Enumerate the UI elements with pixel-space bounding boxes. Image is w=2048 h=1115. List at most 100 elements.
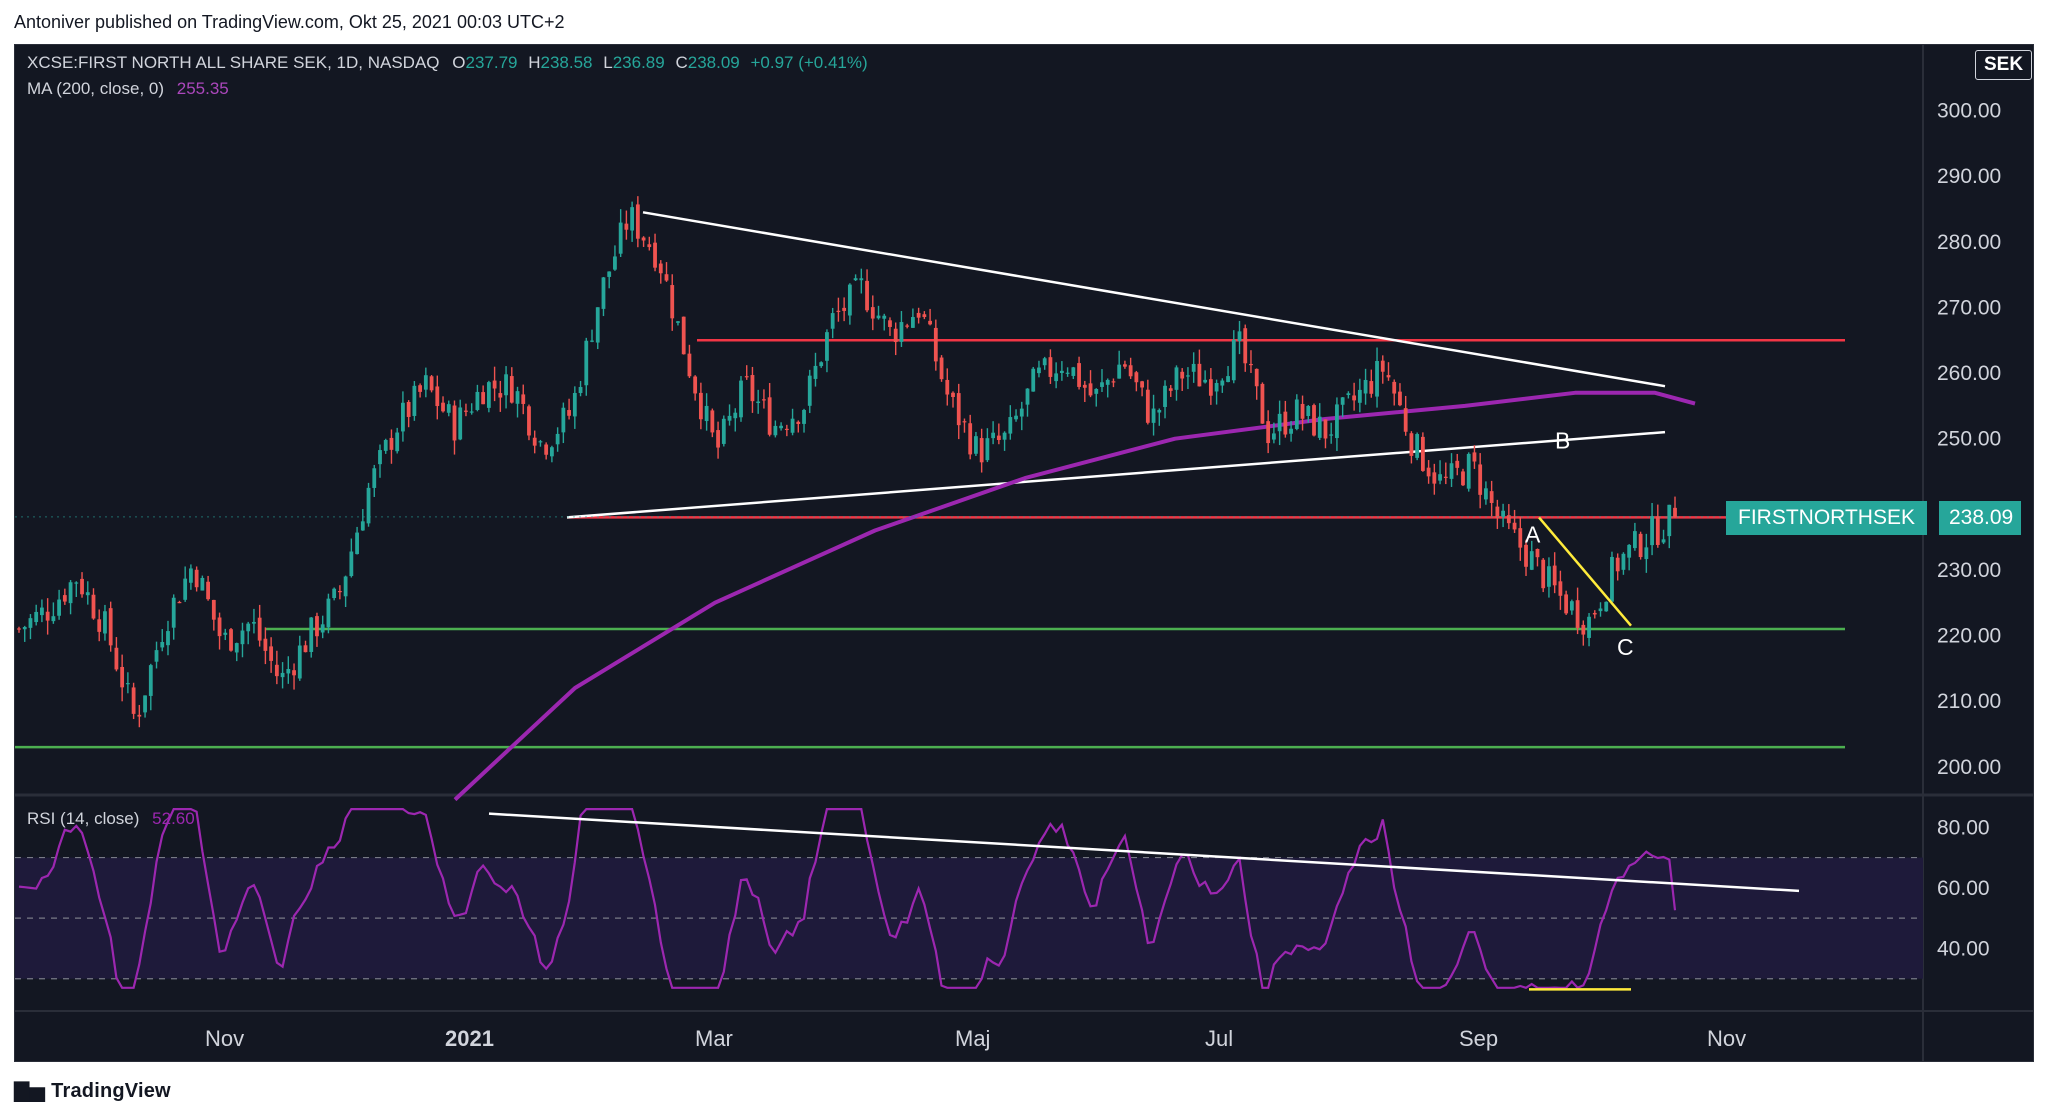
candle-body	[1306, 405, 1311, 416]
candle-body	[1346, 393, 1351, 395]
candle-body	[80, 578, 84, 595]
candle-body	[670, 285, 675, 319]
price-tick-label: 230.00	[1937, 559, 2001, 582]
candle-body	[441, 402, 445, 412]
rsi-trendline	[488, 812, 1800, 893]
candle-body	[796, 421, 801, 425]
candle-body	[1621, 553, 1626, 570]
candle-body	[1025, 388, 1030, 405]
candle-body	[922, 314, 927, 318]
candle-body	[183, 578, 188, 600]
symbol-name: XCSE:FIRST NORTH ALL SHARE SEK, 1D, NASD…	[27, 53, 440, 72]
candle-body	[337, 590, 342, 593]
rsi-tick-label: 60.00	[1937, 877, 1990, 900]
candle-body	[1082, 384, 1087, 388]
chart-canvas[interactable]: 200.00 210.00 220.00 230.00 250.00 260.00 270.…	[15, 45, 2034, 1062]
trendline-upper	[642, 211, 1666, 388]
price-tick-label: 290.00	[1937, 165, 2001, 188]
candle-body	[1249, 363, 1253, 366]
currency-button[interactable]: SEK	[1975, 50, 2033, 80]
candle-body	[280, 672, 285, 678]
candle-body	[515, 391, 520, 404]
wave-label-c: C	[1617, 634, 1634, 660]
candle-body	[1426, 467, 1431, 477]
footer: ▇▅ TradingView	[0, 1062, 2048, 1115]
candle-body	[1592, 612, 1597, 615]
price-tick-label: 260.00	[1937, 362, 2001, 385]
candle-body	[1484, 488, 1488, 500]
candle-body	[888, 320, 892, 327]
candle-body	[240, 630, 245, 645]
tradingview-logo[interactable]: ▇▅ TradingView	[14, 1078, 171, 1103]
candle-body	[1541, 559, 1546, 589]
candle-body	[1002, 432, 1007, 440]
candle-body	[1271, 433, 1276, 440]
candle-body	[624, 223, 629, 230]
candle-body	[893, 328, 898, 343]
candle-body	[372, 468, 377, 488]
candle-body	[1615, 557, 1620, 572]
candle-body	[189, 568, 193, 583]
candle-body	[160, 642, 165, 648]
candle-body	[481, 392, 486, 405]
candle-body	[1237, 331, 1242, 341]
candle-body	[762, 399, 766, 401]
candle-body	[1111, 381, 1116, 383]
candle-body	[710, 410, 715, 433]
candle-body	[62, 595, 67, 602]
candle-body	[733, 412, 738, 419]
candle-body	[1392, 381, 1397, 394]
candle-body	[406, 401, 411, 417]
candle-body	[263, 638, 268, 651]
candle-body	[1059, 370, 1064, 373]
candle-body	[446, 404, 451, 413]
candle-body	[1524, 544, 1528, 567]
candle-body	[1466, 453, 1471, 489]
candle-body	[68, 582, 73, 604]
candle-body	[985, 438, 990, 461]
candle-body	[676, 321, 680, 323]
candle-body	[1598, 608, 1603, 612]
candle-body	[865, 280, 869, 311]
candle-body	[1186, 375, 1190, 377]
candle-body	[1168, 388, 1173, 391]
candle-body	[1443, 476, 1448, 478]
candle-body	[1661, 539, 1666, 543]
ma-legend[interactable]: MA (200, close, 0) 255.35	[27, 79, 229, 99]
candle-body	[206, 581, 210, 600]
candle-body	[716, 430, 720, 448]
low-label: L	[603, 53, 613, 72]
candle-body	[1575, 600, 1580, 628]
time-tick-label: Maj	[955, 1026, 990, 1051]
candle-body	[246, 623, 251, 632]
ma-value: 255.35	[176, 79, 229, 98]
candle-body	[1455, 460, 1460, 468]
chart-frame[interactable]: 200.00 210.00 220.00 230.00 250.00 260.00 270.…	[14, 44, 2034, 1062]
candle-body	[1529, 551, 1534, 570]
candle-body	[1552, 565, 1557, 586]
candle-body	[252, 621, 256, 624]
candle-body	[590, 340, 594, 342]
wave-label-a: A	[1525, 521, 1541, 547]
candle-body	[584, 340, 589, 386]
candle-body	[527, 406, 531, 436]
candle-body	[1449, 463, 1454, 479]
candle-body	[45, 611, 50, 621]
candle-body	[544, 444, 549, 455]
candle-body	[166, 631, 170, 646]
time-tick-label: Nov	[205, 1026, 244, 1051]
candle-body	[1478, 464, 1483, 495]
candle-body	[418, 385, 423, 392]
tradingview-icon: ▇▅	[14, 1080, 46, 1102]
rsi-legend[interactable]: RSI (14, close) 52.60	[27, 809, 195, 829]
candle-body	[1088, 383, 1093, 396]
candle-body	[1655, 516, 1660, 545]
price-tick-label: 220.00	[1937, 625, 2001, 648]
candle-body	[1117, 364, 1122, 379]
candle-body	[521, 394, 526, 404]
rsi-line	[18, 808, 1677, 990]
candle-body	[1054, 373, 1059, 382]
candle-body	[750, 375, 755, 402]
symbol-legend[interactable]: XCSE:FIRST NORTH ALL SHARE SEK, 1D, NASD…	[27, 53, 868, 73]
candle-body	[194, 569, 199, 588]
